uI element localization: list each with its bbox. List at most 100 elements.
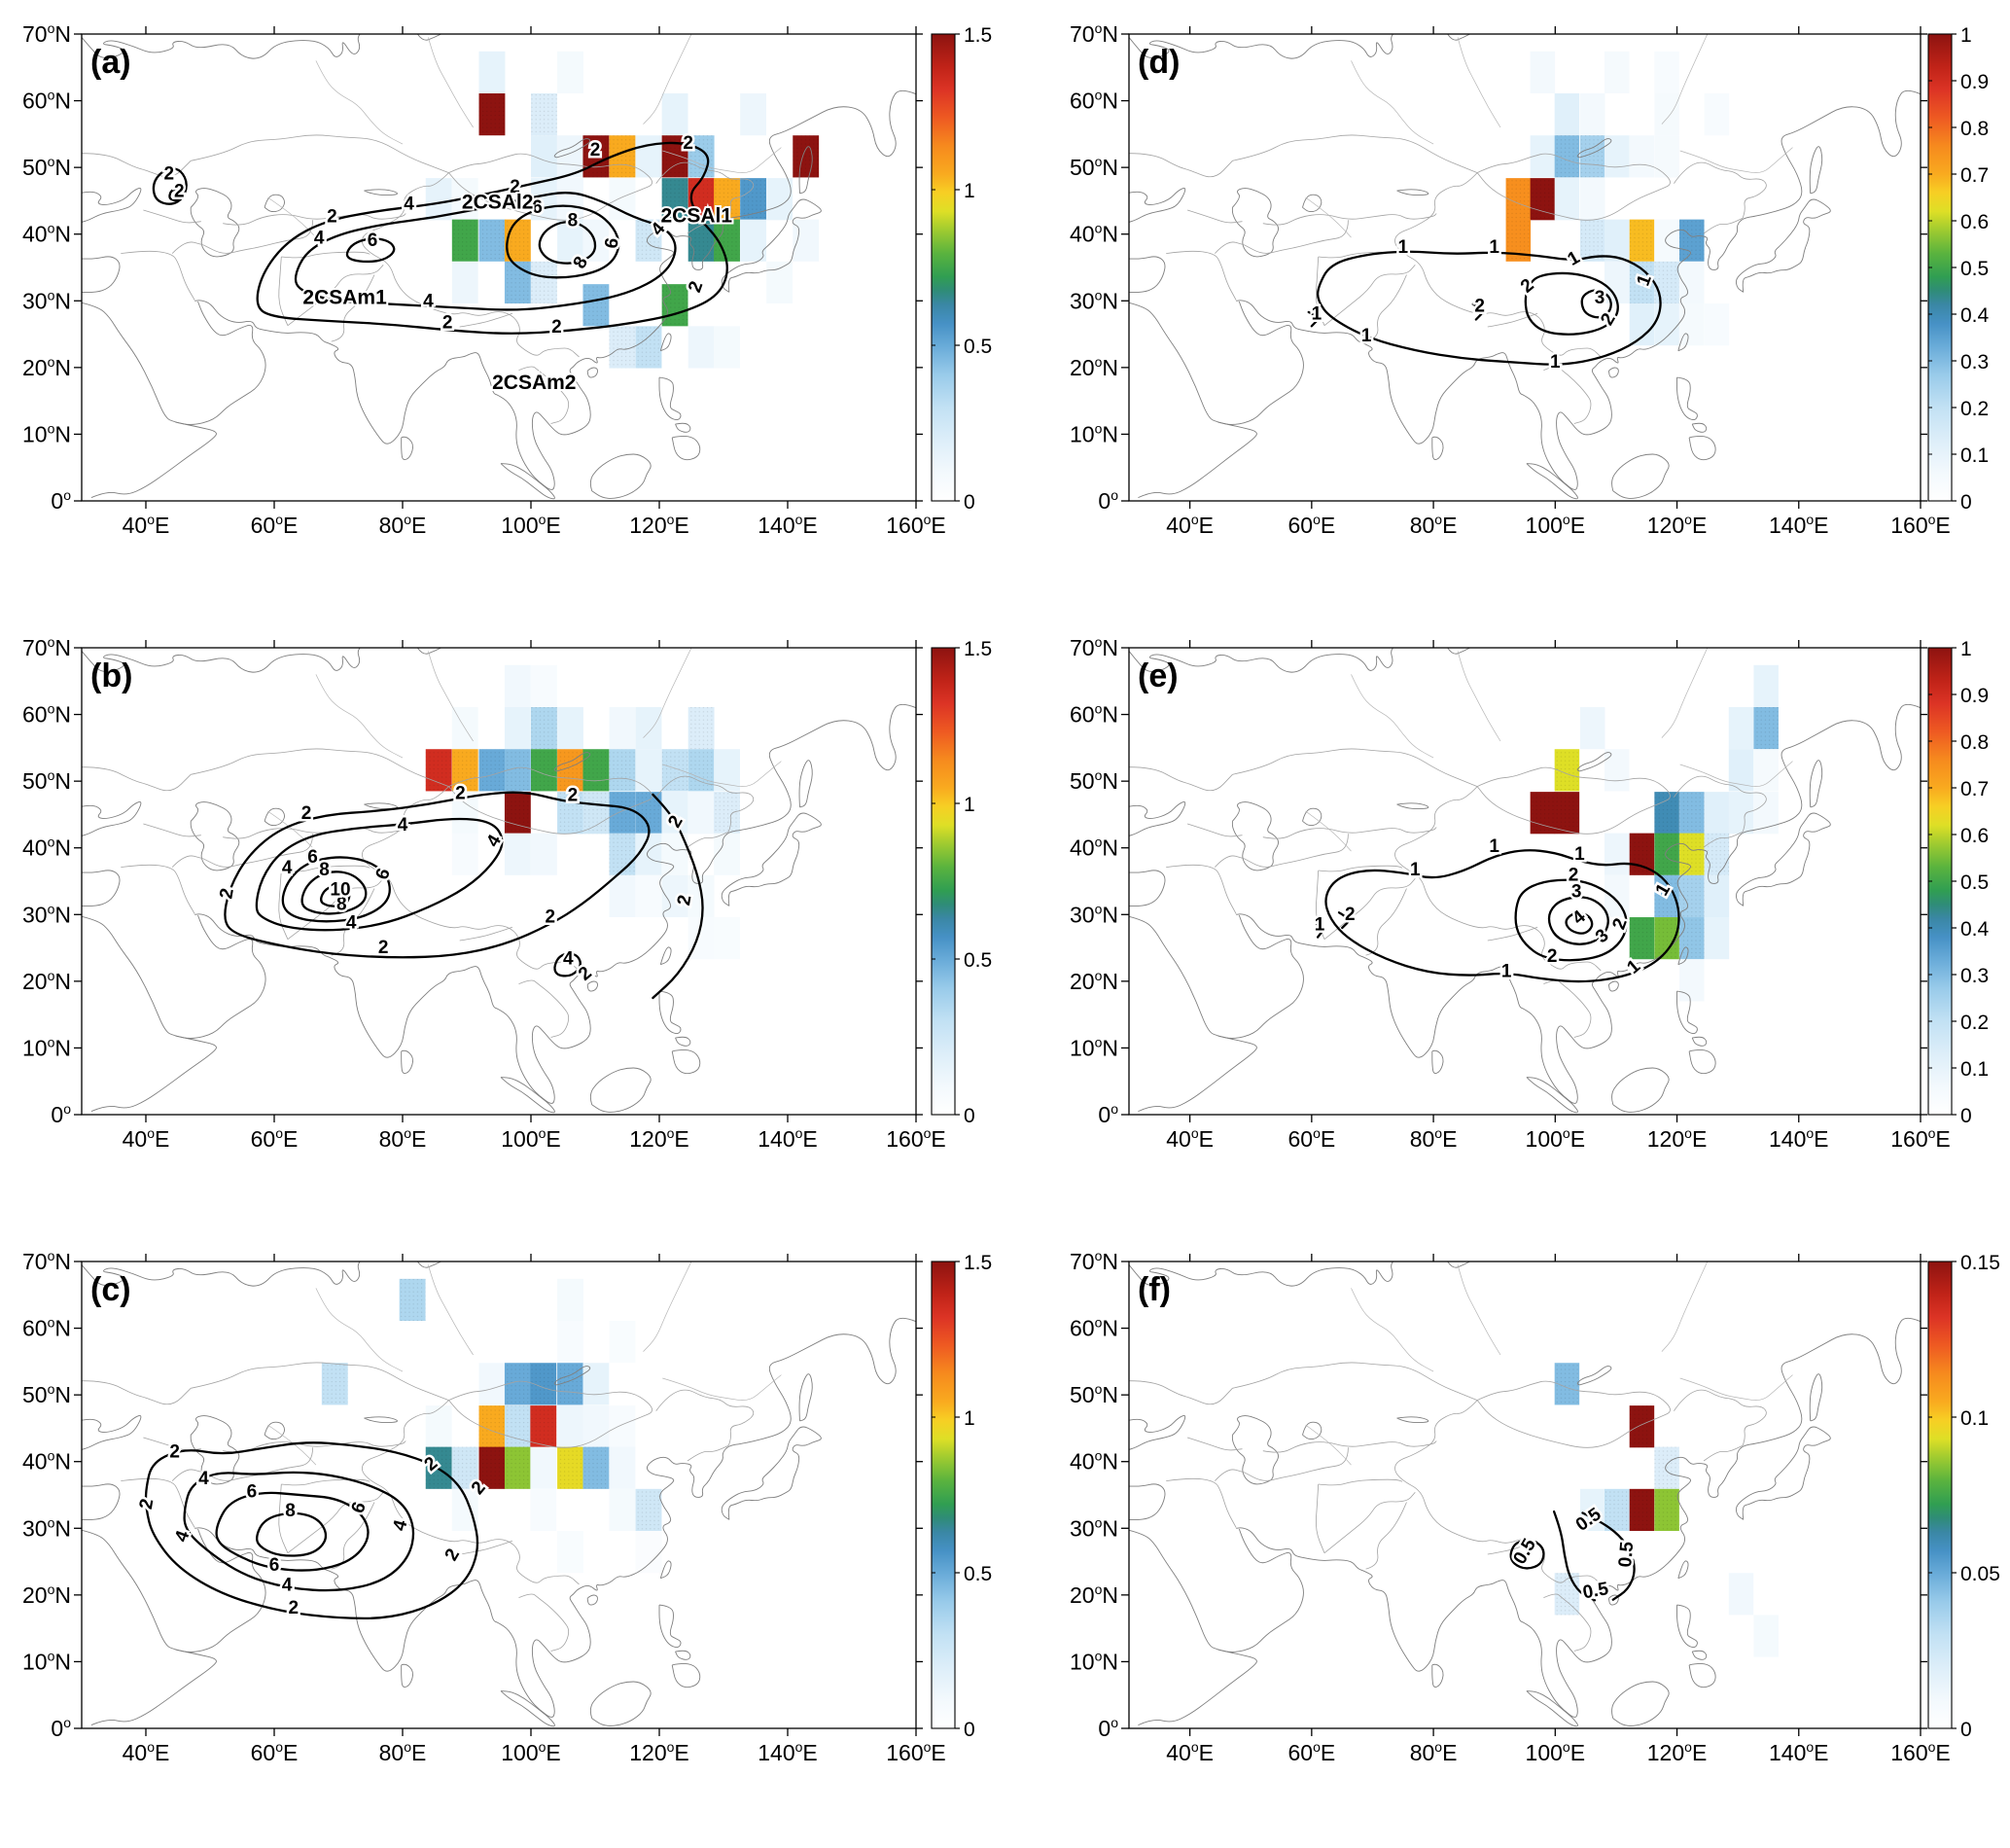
colorbar-tick-label: 1: [1960, 24, 1972, 47]
colorbar-tick-label: 1: [1960, 638, 1972, 660]
y-tick-label: 10oN: [22, 420, 71, 446]
colorbar-tick-label: 0.9: [1960, 685, 1989, 707]
contour-label: 8: [336, 894, 347, 914]
contour-line-8: [256, 1511, 328, 1557]
contour-line-1: [1316, 250, 1662, 366]
contour-label: 1: [1312, 303, 1322, 324]
y-tick-label: 20oN: [22, 1581, 71, 1608]
heatmap-cell: [1654, 93, 1679, 136]
heatmap-cell: [531, 135, 557, 178]
y-tick-label: 60oN: [22, 1315, 71, 1341]
y-tick-label: 10oN: [22, 1648, 71, 1674]
contour-label: 2: [1345, 905, 1356, 925]
x-tick-label: 60oE: [1287, 1739, 1335, 1765]
heatmap-cell: [1604, 874, 1630, 918]
y-tick-label: 70oN: [22, 1248, 71, 1274]
x-tick-label: 40oE: [1166, 1739, 1214, 1765]
heatmap-cell: [1728, 1573, 1754, 1616]
y-tick-label: 70oN: [1070, 1248, 1118, 1274]
heatmap-cell: [714, 917, 740, 960]
x-tick-label: 40oE: [1166, 1125, 1214, 1152]
y-tick-label: 60oN: [1070, 701, 1118, 728]
colorbar-tick-label: 0.3: [1960, 351, 1989, 373]
heatmap-cell: [740, 219, 767, 262]
colorbar-tick-label: 0.1: [1960, 1407, 1989, 1430]
basemap: [1129, 648, 1921, 1114]
x-tick-label: 160oE: [886, 1125, 946, 1152]
x-tick-label: 60oE: [1287, 512, 1335, 538]
heatmap-cell: [1704, 917, 1730, 960]
contour-line-6: [281, 856, 391, 923]
heatmap-cell: [582, 1363, 610, 1405]
contour-line-4: [183, 1471, 415, 1592]
y-tick-label: 10oN: [22, 1034, 71, 1060]
x-tick-label: 140oE: [1769, 1125, 1829, 1152]
colorbar-tick-label: 1: [964, 180, 975, 202]
contour-line-1: [1324, 849, 1680, 983]
x-tick-label: 140oE: [1769, 512, 1829, 538]
contour-label: 2: [169, 1442, 180, 1463]
y-tick-label: 60oN: [1070, 1315, 1118, 1341]
colorbar-tick-label: 1.5: [964, 24, 992, 47]
heatmap-cell: [688, 792, 715, 835]
contour-line-2: [168, 188, 182, 201]
contour-line-6: [345, 237, 396, 264]
contour-label: 8: [319, 860, 330, 880]
panel-letter-d: (d): [1138, 44, 1180, 81]
heatmap-cell: [1579, 93, 1605, 136]
heatmap-cell: [425, 1405, 452, 1448]
y-tick-label: 70oN: [1070, 634, 1118, 660]
heatmap-cell: [1753, 1615, 1779, 1657]
contour-label: 1: [1550, 352, 1561, 373]
heatmap-cell: [557, 1405, 583, 1448]
contour-label: 2: [442, 312, 453, 333]
heatmap-cell: [582, 219, 610, 262]
contour-label: 10: [330, 879, 350, 900]
contour-label: 1: [1574, 844, 1585, 865]
panel-f: 0.50.50.50.5 40oE 60oE 80oE 100oE 120oE 140oE 1…: [1070, 1248, 2000, 1765]
heatmap-cell: [1604, 51, 1630, 94]
heatmap-cell: [714, 749, 740, 792]
x-tick-label: 60oE: [251, 512, 299, 538]
region-label-2CSAm1: 2CSAm1: [302, 287, 387, 309]
heatmap-cell: [451, 261, 478, 304]
y-tick-label: 50oN: [1070, 767, 1118, 794]
heatmap-cell: [1579, 707, 1605, 750]
heatmap-cell: [557, 51, 583, 94]
x-tick-label: 160oE: [886, 512, 946, 538]
colorbar-tick-label: 0.2: [1960, 1012, 1989, 1034]
colorbar-tick-label: 1.5: [964, 1252, 992, 1274]
contour-label: 1: [1361, 326, 1372, 346]
heatmap-cell: [609, 1446, 636, 1489]
heatmap-cell: [504, 833, 531, 875]
heatmap-cell: [504, 664, 531, 708]
heatmap-cell: [661, 93, 688, 136]
contour-line-8: [300, 871, 368, 915]
y-tick-label: 0o: [1098, 487, 1118, 514]
contour-line-2: [1337, 911, 1350, 930]
panel-letter-e: (e): [1138, 657, 1179, 694]
contour-line-4: [1565, 911, 1594, 935]
heatmap-cell: [609, 1405, 636, 1448]
heatmap-cell: [1704, 93, 1730, 136]
heatmap-cell: [531, 178, 557, 221]
x-tick-label: 100oE: [1526, 512, 1586, 538]
x-tick-label: 60oE: [251, 1125, 299, 1152]
contour-label: 2: [1547, 946, 1558, 967]
y-tick-label: 0o: [51, 1715, 71, 1741]
y-tick-label: 10oN: [1070, 420, 1118, 446]
contour-line-4: [255, 817, 504, 932]
heatmap-cell: [478, 1363, 506, 1405]
contour-line-2: [152, 167, 188, 205]
y-tick-label: 0o: [1098, 1101, 1118, 1127]
colorbar-tick-label: 0.3: [1960, 965, 1989, 987]
x-tick-label: 40oE: [123, 1739, 170, 1765]
colorbar-tick-label: 0.6: [1960, 825, 1989, 847]
x-tick-label: 160oE: [886, 1739, 946, 1765]
colorbar-tick-label: 0.15: [1960, 1252, 2000, 1274]
heatmap-cells: [1554, 1363, 1779, 1657]
contour-label: 6: [532, 197, 543, 218]
contour-label: 4: [1569, 906, 1590, 929]
